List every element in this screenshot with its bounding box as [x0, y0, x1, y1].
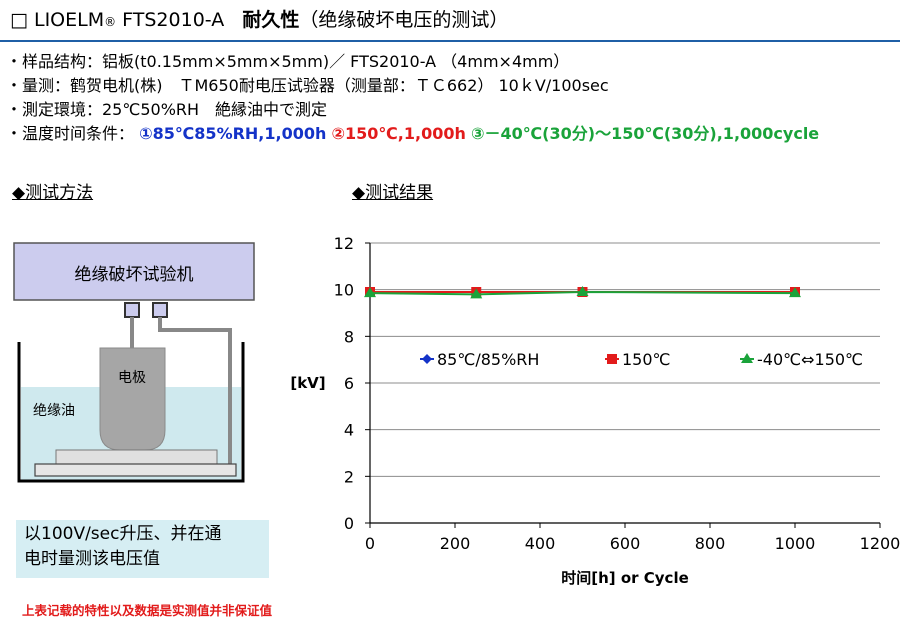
- title-divider: [0, 40, 900, 42]
- data-point-series-3: [576, 286, 589, 296]
- note-line-2: 电时量测该电压值: [24, 549, 160, 569]
- disclaimer: 上表记载的特性以及数据是实测值并非保证值: [22, 603, 273, 618]
- info-conditions: ・温度时间条件： ①85℃85%RH,1,000h ②150℃,1,000h ③…: [6, 122, 819, 146]
- legend-label-1: 85℃/85%RH: [437, 350, 539, 369]
- x-tick-label: 1200: [860, 534, 900, 553]
- test-setup-diagram: 绝缘破坏试验机 电极 绝缘油: [13, 242, 255, 483]
- data-point-series-3: [470, 288, 483, 299]
- connector-right: [152, 302, 168, 318]
- y-tick-label: 10: [334, 281, 354, 300]
- x-tick-label: 0: [365, 534, 375, 553]
- title-sub: （绝缘破坏电压的测试）: [299, 9, 509, 31]
- x-tick-label: 1000: [775, 534, 816, 553]
- y-tick-label: 12: [334, 234, 354, 253]
- sample-sheet: [55, 449, 218, 465]
- title-main: 耐久性: [242, 9, 300, 31]
- method-note: 以100V/sec升压、并在通 电时量测该电压值: [16, 520, 269, 578]
- title-product: FTS2010-A: [116, 9, 225, 31]
- aluminum-plate: [34, 463, 237, 477]
- method-heading: ◆测试方法: [12, 183, 94, 203]
- results-chart: 0 2 4 6 8 10 12 0 200 400 600 800 1000 1200 85℃/85%RH…: [290, 234, 900, 587]
- legend-marker-3: [741, 353, 753, 363]
- info-sample: ・样品结构：铝板(t0.15mm×5mm×5mm)／ FTS2010-A （4m…: [6, 52, 570, 71]
- electrode-label: 电极: [118, 370, 146, 386]
- oil-label: 绝缘油: [33, 403, 75, 419]
- x-tick-label: 800: [695, 534, 726, 553]
- x-tick-label: 400: [525, 534, 556, 553]
- condition-1: ①85℃85%RH,1,000h: [139, 124, 327, 143]
- legend-label-2: 150℃: [622, 350, 671, 369]
- conditions-label: ・温度时间条件：: [6, 124, 135, 143]
- test-machine: [13, 242, 255, 301]
- page-title: □ LIOELM® FTS2010-A 耐久性（绝缘破坏电压的测试）: [10, 5, 508, 32]
- info-environment: ・測定環境：25℃50%RH 絶縁油中で測定: [6, 100, 328, 119]
- y-tick-label: 8: [344, 327, 354, 346]
- connector-left: [124, 302, 140, 318]
- y-tick-label: 2: [344, 467, 354, 486]
- y-tick-label: 0: [344, 514, 354, 533]
- title-prefix: □ LIOELM: [10, 9, 105, 31]
- registered-mark: ®: [104, 15, 117, 29]
- x-axis-label: 时间[h] or Cycle: [561, 569, 689, 587]
- data-point-series-3: [789, 287, 801, 298]
- legend-label-3: -40℃⇔150℃: [757, 350, 863, 369]
- series-line-3: [369, 290, 796, 296]
- condition-2: ②150℃,1,000h: [331, 124, 466, 143]
- condition-3: ③－40℃(30分)～150℃(30分),1,000cycle: [470, 124, 820, 143]
- results-heading: ◆测试结果: [352, 183, 434, 203]
- test-machine-label: 绝缘破坏试验机: [75, 265, 194, 285]
- y-tick-label: 4: [344, 421, 354, 440]
- info-block: ・样品结构：铝板(t0.15mm×5mm×5mm)／ FTS2010-A （4m…: [6, 50, 819, 146]
- y-tick-label: 6: [344, 374, 354, 393]
- legend-marker-1: [422, 354, 432, 364]
- oil-container: [17, 342, 245, 483]
- legend-marker-2: [607, 354, 617, 364]
- x-tick-label: 200: [440, 534, 471, 553]
- wire-ground: [158, 317, 232, 468]
- x-tick-label: 600: [610, 534, 641, 553]
- note-line-1: 以100V/sec升压、并在通: [24, 524, 222, 544]
- electrode: [99, 347, 166, 451]
- data-point-series-3: [364, 287, 376, 298]
- info-measure: ・量测：鹤贺电机(株) ＴM650耐电压试验器（测量部：ＴＣ662） 10ｋV/…: [6, 76, 609, 95]
- y-axis-label: [kV]: [290, 374, 325, 392]
